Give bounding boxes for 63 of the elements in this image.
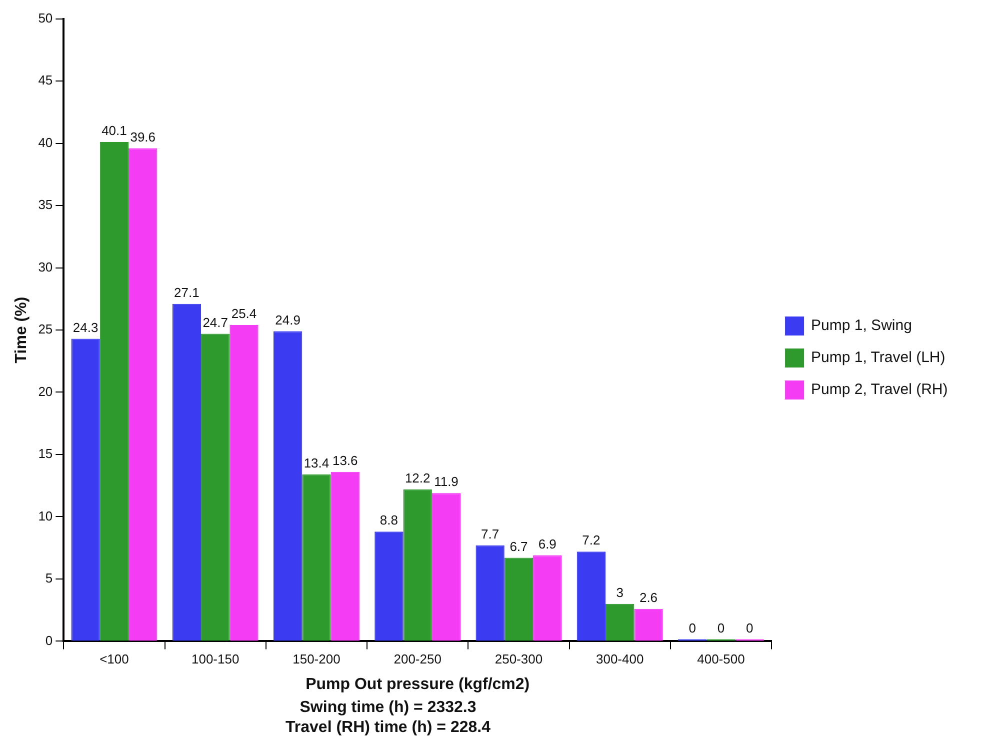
y-tick-label: 40 <box>38 134 53 150</box>
x-tick-label: 150-200 <box>292 652 340 667</box>
bar <box>172 304 202 641</box>
bar <box>576 552 606 641</box>
y-tick-label: 50 <box>38 10 53 26</box>
data-label: 0 <box>688 620 696 636</box>
legend-label: Pump 2, Travel (RH) <box>811 381 948 398</box>
bar <box>504 558 534 641</box>
y-tick-label: 0 <box>45 632 53 648</box>
x-axis-title: Pump Out pressure (kgf/cm2) <box>306 676 530 693</box>
data-label: 40.1 <box>102 123 127 138</box>
data-label: 11.9 <box>434 474 458 490</box>
data-label: 24.7 <box>202 314 228 330</box>
data-label: 7.2 <box>582 532 600 548</box>
y-tick-label: 20 <box>38 384 53 399</box>
legend-label: Pump 1, Travel (LH) <box>811 349 946 366</box>
x-tick-label: 100-150 <box>191 652 240 667</box>
y-tick-label: 25 <box>38 322 53 337</box>
x-tick-label: 200-250 <box>394 652 442 667</box>
bar <box>201 334 230 641</box>
data-label: 39.6 <box>130 129 156 144</box>
data-label: 25.4 <box>231 306 257 322</box>
text: Swing time (h) = 2332.3 <box>298 698 478 718</box>
bar <box>374 532 404 641</box>
bar <box>302 474 331 641</box>
data-label: 6.9 <box>538 536 556 552</box>
data-label: 13.4 <box>304 455 330 470</box>
data-label: 13.6 <box>332 452 358 468</box>
data-label: 0 <box>746 620 754 636</box>
bar <box>273 331 302 641</box>
data-label: 3 <box>616 584 624 600</box>
text: Travel (RH) time (h) = 228.4 <box>284 718 492 738</box>
bar <box>403 489 432 641</box>
data-label: 7.7 <box>481 526 500 542</box>
x-tick-label: 300-400 <box>596 652 644 667</box>
bar <box>330 472 360 641</box>
bar <box>634 608 663 641</box>
bar <box>432 493 461 641</box>
legend-label: Pump 1, Swing <box>811 317 912 334</box>
data-label: 6.7 <box>510 538 528 554</box>
data-label: 0 <box>717 620 725 636</box>
bar <box>71 338 100 641</box>
bar <box>533 555 562 641</box>
data-label: 8.8 <box>380 512 398 528</box>
bar <box>606 604 634 641</box>
y-tick-label: 30 <box>38 259 53 274</box>
data-label: 2.6 <box>639 590 658 605</box>
x-tick-label: <100 <box>100 652 129 667</box>
y-tick-label: 45 <box>38 72 53 88</box>
data-label: 24.3 <box>72 320 98 335</box>
x-tick-label: 250-300 <box>494 652 543 667</box>
y-tick-label: 5 <box>45 570 53 586</box>
bar <box>476 545 504 641</box>
bar <box>230 325 258 641</box>
x-tick-label: 400-500 <box>697 652 745 667</box>
y-axis-title: Time (%) <box>13 296 30 364</box>
data-label: 27.1 <box>174 284 200 300</box>
data-label: 12.2 <box>404 470 430 486</box>
data-label: 24.9 <box>275 312 300 328</box>
bar <box>128 148 158 641</box>
y-tick-label: 10 <box>38 508 53 524</box>
y-tick-label: 35 <box>38 197 53 212</box>
y-tick-label: 15 <box>38 446 53 462</box>
